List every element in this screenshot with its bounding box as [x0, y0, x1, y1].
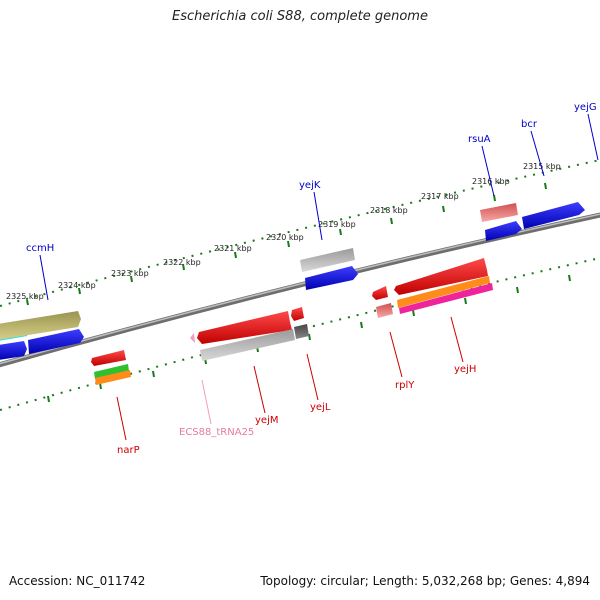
- accession-label: Accession: NC_011742: [9, 574, 146, 588]
- kbp-label-2322: 2322 kbp: [163, 258, 201, 267]
- gene-label-rplY: rplY: [395, 380, 415, 391]
- reverse-major-ticks: [47, 274, 571, 403]
- tick-2318: [390, 217, 393, 225]
- feature-pink-rplY: [376, 303, 393, 318]
- feature-red-yejH: [394, 258, 488, 295]
- tick-2323: [130, 275, 133, 283]
- leader-yejM: [253, 365, 266, 414]
- feature-gray-yejM: [200, 329, 295, 361]
- leader-trna: [201, 379, 212, 425]
- feature-olive-ccmH: [0, 311, 81, 340]
- kbp-label-2324: 2324 kbp: [58, 281, 96, 290]
- leader-rplY: [389, 331, 403, 378]
- feature-red-rplY: [372, 286, 388, 300]
- rtick-3: [152, 370, 155, 378]
- feature-blue-1: [0, 341, 27, 360]
- rtick-1: [47, 395, 50, 403]
- feature-magenta-yejH: [399, 283, 493, 314]
- rtick-8: [412, 309, 415, 317]
- rtick-10: [516, 286, 519, 294]
- reverse-ruler: [0, 257, 600, 411]
- tick-2315: [544, 182, 547, 190]
- rtick-9: [464, 297, 467, 305]
- leader-bcr: [530, 130, 545, 177]
- gene-label-bcr: bcr: [521, 119, 538, 130]
- feature-pink-rsuA: [480, 203, 518, 222]
- kbp-label-2323: 2323 kbp: [111, 269, 149, 278]
- genome-summary: Topology: circular; Length: 5,032,268 bp…: [260, 574, 590, 588]
- gene-label-ccmH: ccmH: [26, 243, 54, 254]
- feature-red-yejM: [197, 311, 292, 344]
- leader-yejL: [306, 353, 319, 401]
- tick-2317: [442, 205, 445, 213]
- forward-major-ticks: [26, 182, 547, 306]
- rtick-11: [568, 274, 571, 282]
- tick-2319: [339, 228, 342, 236]
- feature-trna: [190, 333, 195, 343]
- feature-red-yejL: [291, 307, 304, 321]
- gene-label-trna: ECS88_tRNA25: [179, 427, 254, 438]
- leader-yejG: [587, 113, 599, 161]
- tick-2325: [26, 299, 29, 306]
- feature-blue-rsuA: [485, 221, 522, 241]
- tick-2322: [182, 263, 185, 271]
- feature-gray-yejK: [300, 248, 355, 272]
- kbp-label-2317: 2317 kbp: [421, 192, 459, 201]
- feature-green-narP: [94, 364, 129, 379]
- genome-backbone: [0, 212, 600, 368]
- leader-rsuA: [481, 145, 495, 197]
- tick-2321: [234, 251, 237, 259]
- kbp-label-2315: 2315 kbp: [523, 162, 561, 171]
- gene-label-yejK: yejK: [299, 180, 321, 191]
- kbp-label-2321: 2321 kbp: [214, 244, 252, 253]
- leader-yejK: [313, 191, 323, 241]
- leader-narP: [116, 396, 127, 441]
- tick-2324: [78, 287, 81, 295]
- feature-blue-bcr: [522, 202, 585, 229]
- feature-dark-yejL: [294, 324, 309, 339]
- gene-label-yejM: yejM: [255, 415, 278, 426]
- tick-2320: [287, 240, 290, 248]
- rtick-6: [308, 333, 311, 341]
- tick-2316: [493, 194, 496, 202]
- leader-ccmH: [39, 254, 49, 301]
- map-title: Escherichia coli S88, complete genome: [172, 9, 428, 24]
- gene-label-rsuA: rsuA: [468, 134, 491, 145]
- kbp-label-2320: 2320 kbp: [266, 233, 304, 242]
- kbp-label-2319: 2319 kbp: [318, 220, 356, 229]
- rtick-7: [360, 321, 363, 329]
- kbp-label-2318: 2318 kbp: [370, 206, 408, 215]
- gene-label-yejG: yejG: [574, 102, 597, 113]
- feature-red-narP: [91, 350, 126, 366]
- gene-label-narP: narP: [117, 445, 140, 456]
- feature-orange-narP: [95, 370, 131, 385]
- feature-blue-yejK: [305, 266, 358, 290]
- gene-label-yejL: yejL: [310, 402, 331, 413]
- feature-blue-2: [28, 329, 84, 354]
- gene-label-yejH: yejH: [454, 364, 476, 375]
- leader-yejH: [450, 316, 464, 363]
- kbp-label-2325: 2325 kbp: [6, 292, 44, 301]
- feature-orange-yejH: [397, 276, 490, 308]
